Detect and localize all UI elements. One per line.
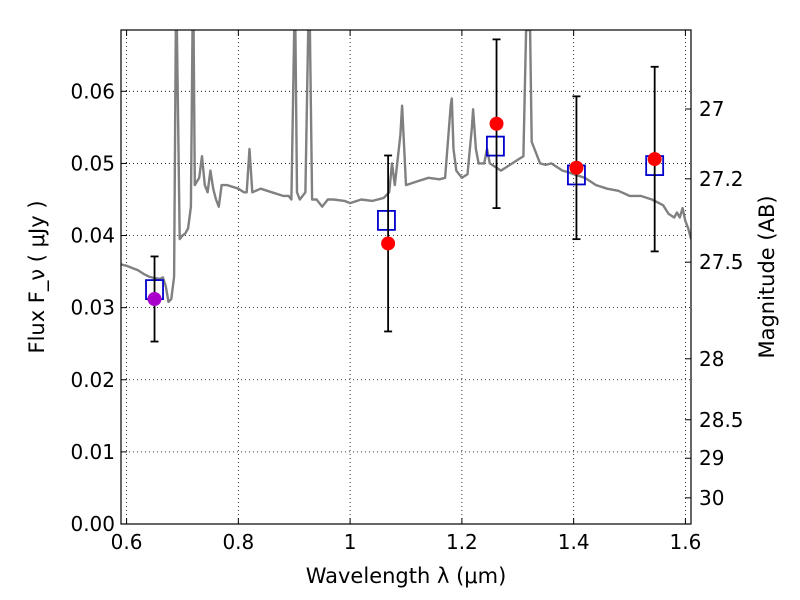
spectrum-line <box>121 30 691 304</box>
y2-tick-label: 28 <box>699 347 724 371</box>
axis-ticks: 0.6 0.8 1 1.2 1.4 1.6 0.00 0.01 0.02 0.03 0.04 0.05… <box>70 30 744 554</box>
y2-tick-label: 27.2 <box>699 167 744 191</box>
y-tick-label: 0.05 <box>70 151 115 175</box>
x-tick-label: 0.8 <box>222 530 254 554</box>
x-tick-label: 0.6 <box>111 530 143 554</box>
y2-tick-label: 27.5 <box>699 250 744 274</box>
y2-tick-label: 28.5 <box>699 408 744 432</box>
observed-point-marker <box>381 236 396 251</box>
y-axis-title: Flux F_ν ( μJy ) <box>25 200 50 353</box>
observed-point-marker <box>147 291 162 306</box>
y2-axis-title: Magnitude (AB) <box>755 195 779 358</box>
x-tick-label: 1 <box>344 530 357 554</box>
grid-lines <box>121 30 691 524</box>
x-tick-label: 1.4 <box>558 530 590 554</box>
y-tick-label: 0.00 <box>70 512 115 536</box>
x-tick-label: 1.2 <box>446 530 478 554</box>
y-tick-label: 0.03 <box>70 296 115 320</box>
y2-tick-label: 30 <box>699 486 724 510</box>
y2-tick-label: 27 <box>699 97 724 121</box>
x-axis-title: Wavelength λ (μm) <box>306 564 507 588</box>
x-tick-label: 1.6 <box>670 530 702 554</box>
y2-tick-label: 29 <box>699 446 724 470</box>
y-tick-label: 0.04 <box>70 224 115 248</box>
observed-point-marker <box>569 160 584 175</box>
observed-point-marker <box>489 116 504 131</box>
y-tick-label: 0.01 <box>70 440 115 464</box>
plot-area <box>121 30 691 343</box>
model-square-marker <box>486 135 505 157</box>
model-square-marker <box>377 209 396 231</box>
plot-frame <box>120 29 692 525</box>
observed-point-marker <box>647 152 662 167</box>
y-tick-label: 0.02 <box>70 368 115 392</box>
y-tick-label: 0.06 <box>70 79 115 103</box>
